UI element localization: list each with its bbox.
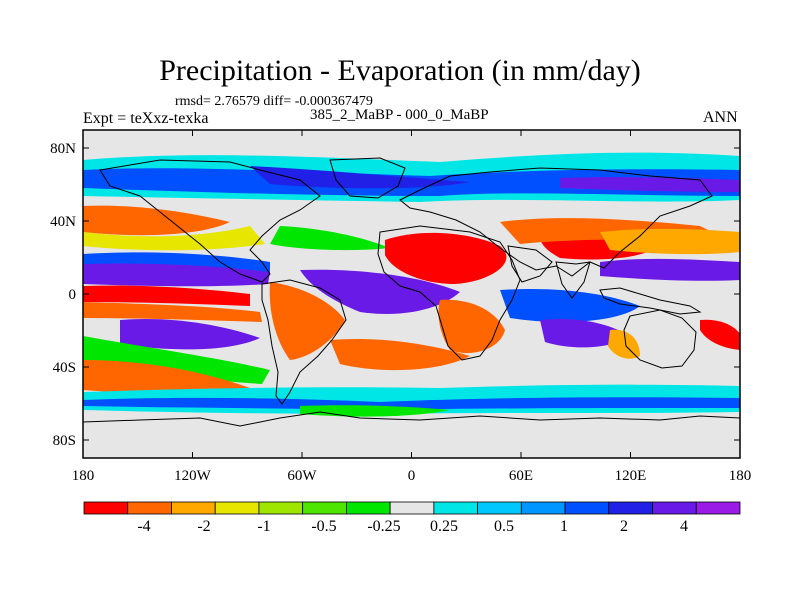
lon-label-60w: 60W (287, 468, 317, 484)
colorbar-swatch (214, 501, 260, 515)
lon-label-0: 0 (407, 468, 416, 484)
lat-label-80n: 80N (50, 141, 76, 157)
saharan-red (385, 232, 507, 284)
arabia-outline (507, 245, 553, 283)
lon-label-180e: 180 (728, 468, 752, 484)
colorbar-label: -1 (257, 518, 271, 535)
colorbar-swatch (520, 501, 566, 515)
pacific-warm-pool-purple (600, 258, 740, 281)
npacific-yellow (83, 226, 265, 251)
amazon-orange (269, 282, 345, 360)
band-north-navy (250, 166, 470, 189)
colorbar (83, 501, 741, 515)
coastlines (82, 157, 741, 427)
colorbar-swatch (695, 501, 741, 515)
lat-label-80s: 80S (52, 433, 76, 449)
stats-text: rmsd= 2.76579 diff= -0.000367479 (175, 94, 373, 109)
colorbar-label: 4 (680, 518, 688, 535)
colorbar-swatch (171, 501, 216, 515)
season-label: ANN (703, 109, 738, 126)
se-asia-islands-outline (599, 287, 702, 315)
colorbar-swatch (564, 501, 610, 515)
lat-label-0: 0 (68, 287, 77, 303)
colorbar-label: -4 (137, 518, 151, 535)
soutp-orange (83, 360, 250, 395)
pacific-orange (600, 228, 740, 255)
colorbar-swatch (302, 501, 347, 515)
satlantic-orange (330, 338, 470, 371)
colorbar-swatch (83, 501, 129, 515)
pacific-red-equator (83, 285, 250, 306)
colorbar-swatch (433, 501, 479, 515)
colorbar-swatch (608, 501, 653, 515)
spac-red-east (700, 319, 740, 350)
colorbar-swatch (652, 501, 697, 515)
lon-label-180w: 180 (71, 468, 95, 484)
south-america-outline (261, 279, 347, 405)
spac-purple (120, 318, 260, 350)
band-north-purple (560, 177, 740, 192)
colorbar-swatch (477, 501, 522, 515)
npacific-orange (83, 205, 230, 236)
lat-label-40n: 40N (50, 214, 76, 230)
colorbar-swatch (345, 501, 391, 515)
field-layer (83, 130, 740, 458)
colorbar-swatch (389, 501, 435, 515)
spac-green (83, 336, 270, 384)
plot-title: Precipitation - Evaporation (in mm/day) (159, 54, 641, 87)
colorbar-label: 1 (560, 518, 568, 535)
lat-label-40s: 40S (52, 360, 76, 376)
so-green (300, 405, 450, 417)
colorbar-label: -0.25 (367, 518, 401, 535)
colorbar-label: 0.5 (494, 518, 514, 535)
africa-outline (377, 225, 521, 361)
australia-white (640, 320, 700, 364)
colorbar-swatch (127, 501, 172, 515)
colorbar-label: 2 (620, 518, 628, 535)
case-id-label: 385_2_MaBP - 000_0_MaBP (310, 107, 489, 123)
colorbar-label: 0.25 (430, 518, 458, 535)
eurasia-outline (399, 167, 713, 277)
indian-blue (500, 288, 640, 322)
greenland-outline (329, 157, 406, 199)
tropics-north-blue (83, 252, 270, 272)
colorbar-swatch (258, 501, 304, 515)
pacific-orange-equator (83, 302, 262, 322)
africa-orange (438, 299, 505, 354)
sindian-purple (540, 318, 630, 348)
colorbar-label: -0.5 (311, 518, 337, 535)
lon-label-60e: 60E (508, 468, 534, 484)
axis-ticks (82, 130, 741, 458)
natlantic-green (270, 226, 390, 251)
lon-label-120w: 120W (174, 468, 211, 484)
experiment-label: Expt = teXxz-texka (83, 110, 209, 127)
australia-outline (623, 309, 697, 369)
india-outline (555, 261, 591, 299)
so-blue (83, 397, 740, 410)
atlantic-purple (300, 269, 460, 314)
north-america-outline (99, 159, 321, 283)
antarctica-outline (82, 411, 741, 427)
colorbar-label: -2 (197, 518, 211, 535)
lon-label-120e: 120E (614, 468, 647, 484)
